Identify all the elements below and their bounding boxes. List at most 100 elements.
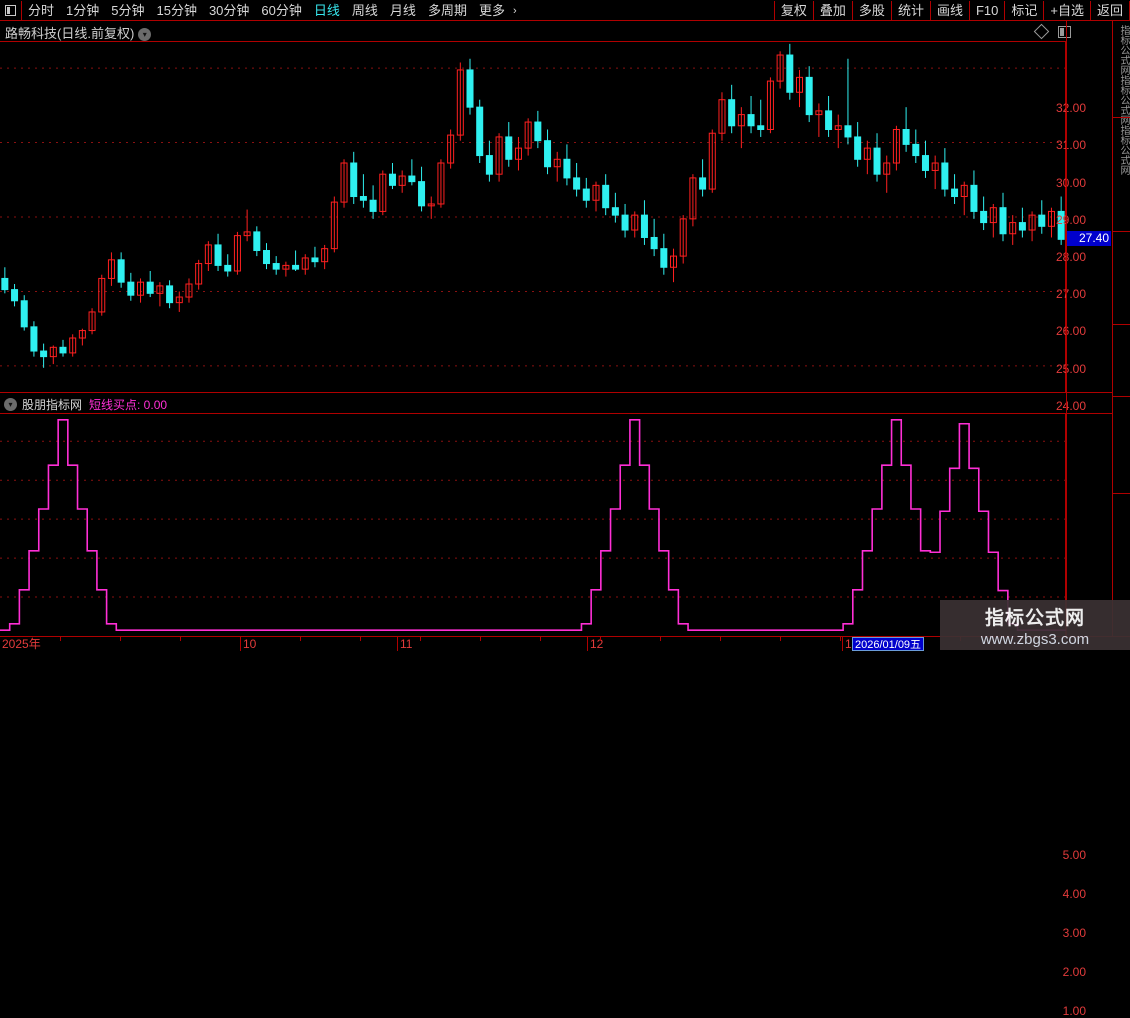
- candle: [11, 284, 19, 307]
- candle: [873, 133, 881, 182]
- panel-layout-icon-right[interactable]: [1058, 26, 1071, 38]
- price-axis-label-1: 31.00: [1055, 138, 1086, 153]
- candle: [670, 248, 678, 283]
- period-button-8[interactable]: 月线: [389, 2, 416, 18]
- candle: [718, 92, 726, 141]
- candle: [650, 218, 658, 257]
- candle: [321, 244, 329, 270]
- tools-toolbar: 复权 叠加 多股 统计 画线 F10 标记 +自选 返回: [773, 0, 1130, 21]
- candle: [456, 62, 464, 141]
- period-button-4[interactable]: 30分钟: [208, 2, 250, 18]
- candle: [1018, 207, 1026, 238]
- candle: [495, 133, 503, 182]
- date-highlight-badge: 2026/01/09五: [852, 637, 925, 651]
- candle: [340, 159, 348, 208]
- price-axis-label-4: 28.00: [1055, 250, 1086, 264]
- chevron-down-icon-indicator[interactable]: ▾: [4, 397, 17, 411]
- tool-button-5[interactable]: F10: [970, 0, 1006, 21]
- candle: [553, 151, 561, 182]
- candle: [834, 114, 842, 149]
- candle: [1057, 196, 1065, 245]
- candle: [795, 69, 804, 108]
- candle: [766, 77, 774, 134]
- right-vertical-strip[interactable]: 指标公式网指标公式网指标公式网: [1112, 21, 1130, 636]
- panel-layout-icon[interactable]: [0, 0, 22, 21]
- indicator-axis-label-0: 5.00: [1062, 848, 1086, 863]
- period-button-7[interactable]: 周线: [351, 2, 378, 18]
- period-button-10[interactable]: 更多: [478, 2, 505, 18]
- tool-button-7[interactable]: +自选: [1044, 0, 1091, 21]
- candle: [505, 122, 513, 167]
- period-button-0[interactable]: 分时: [28, 2, 55, 18]
- candle: [563, 144, 571, 186]
- candle: [418, 166, 426, 212]
- candle: [253, 226, 261, 257]
- candle: [602, 174, 610, 216]
- period-button-6[interactable]: 日线: [313, 2, 340, 18]
- candle: [524, 118, 532, 156]
- period-button-3[interactable]: 15分钟: [156, 2, 197, 18]
- tool-button-3[interactable]: 统计: [892, 0, 931, 21]
- candle: [466, 58, 474, 115]
- indicator-series-line: [0, 419, 1066, 631]
- candle: [359, 174, 367, 208]
- tool-button-2[interactable]: 多股: [853, 0, 892, 21]
- candle: [582, 177, 590, 208]
- candle: [117, 252, 125, 288]
- candle: [573, 163, 581, 197]
- candle: [282, 261, 290, 277]
- chevron-right-icon[interactable]: ›: [512, 4, 517, 17]
- indicator-axis-label-4: 1.00: [1062, 1004, 1086, 1018]
- candle: [1038, 200, 1046, 234]
- top-toolbar: 分时 1分钟 5分钟 15分钟 30分钟 60分钟 日线 周线 月线 多周期 更多 › 复权 叠加 多股统…: [0, 0, 1130, 21]
- stock-title[interactable]: 路畅科技(日线.前复权) ▾: [5, 23, 152, 42]
- candle: [902, 107, 910, 152]
- candle: [408, 159, 416, 186]
- date-axis: 2025年 10 11 12 1 2026/01/09五: [0, 636, 1130, 651]
- chevron-down-icon[interactable]: ▾: [138, 28, 152, 41]
- candle: [243, 209, 251, 242]
- candle: [301, 254, 309, 275]
- price-axis-label-6: 26.00: [1055, 324, 1086, 339]
- date-axis-label-2: 11: [400, 637, 413, 651]
- indicator-header: ▾ 股朋指标网 短线买点: 0.00: [4, 396, 167, 412]
- candle: [156, 282, 164, 307]
- candle: [941, 148, 949, 197]
- tool-button-6[interactable]: 标记: [1005, 0, 1045, 21]
- candle: [437, 159, 445, 208]
- tool-button-1[interactable]: 叠加: [814, 0, 853, 21]
- tool-button-8[interactable]: 返回: [1091, 0, 1130, 21]
- candle: [224, 254, 232, 277]
- tool-button-0[interactable]: 复权: [773, 0, 814, 21]
- pane-divider-top: [0, 392, 1130, 393]
- price-axis-label-8: 24.00: [1055, 398, 1086, 413]
- candle: [350, 151, 358, 204]
- tool-button-4[interactable]: 画线: [931, 0, 970, 21]
- price-axis: 32.00 31.00 30.00 29.00 28.00 27.00 26.00 25.00…: [1056, 41, 1130, 413]
- candle: [514, 136, 522, 171]
- diamond-icon[interactable]: [1033, 23, 1050, 40]
- candle: [272, 256, 280, 275]
- candle: [883, 155, 891, 193]
- candle: [970, 170, 978, 219]
- price-chart-pane[interactable]: [0, 41, 1066, 392]
- price-axis-label-5: 27.00: [1055, 287, 1086, 302]
- axis-divider-line: [1066, 21, 1067, 636]
- candle: [708, 129, 716, 193]
- indicator-chart-pane[interactable]: [0, 414, 1066, 636]
- period-button-9[interactable]: 多周期: [427, 2, 467, 18]
- candle: [107, 252, 115, 286]
- candle: [330, 196, 338, 253]
- candle: [447, 129, 455, 169]
- candle: [311, 246, 319, 268]
- candle: [544, 129, 552, 175]
- price-axis-label-3: 29.00: [1055, 212, 1086, 227]
- period-button-2[interactable]: 5分钟: [111, 2, 145, 18]
- candle: [78, 328, 86, 346]
- period-button-5[interactable]: 60分钟: [261, 2, 302, 18]
- period-button-1[interactable]: 1分钟: [66, 2, 100, 18]
- candle: [728, 84, 736, 134]
- candle: [640, 200, 648, 245]
- price-axis-label-7: 25.00: [1055, 361, 1086, 376]
